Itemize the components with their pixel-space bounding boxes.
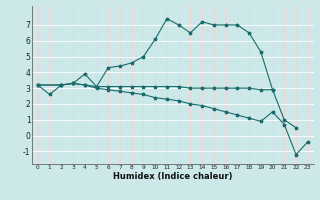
X-axis label: Humidex (Indice chaleur): Humidex (Indice chaleur)	[113, 172, 233, 181]
